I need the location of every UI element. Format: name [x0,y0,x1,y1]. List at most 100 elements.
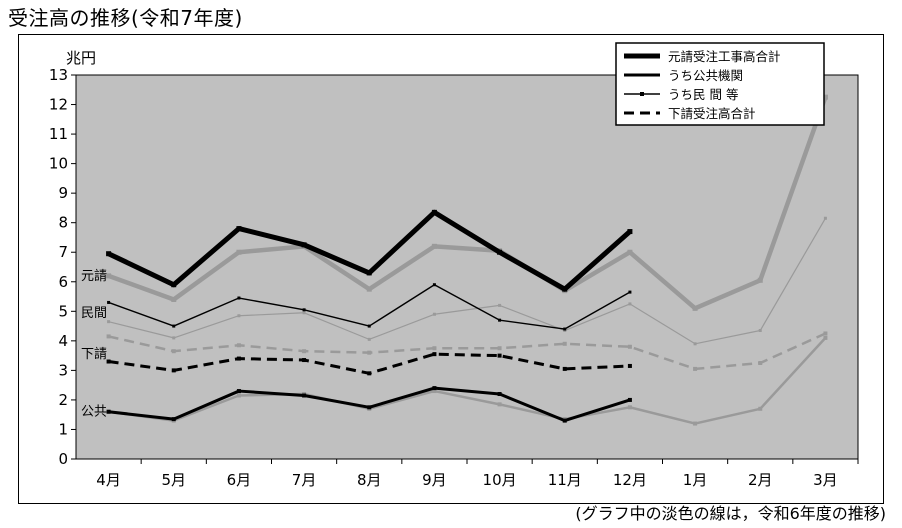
data-point [171,368,176,373]
data-point [432,283,436,287]
prev-year-point [367,350,372,355]
prev-year-point [562,341,567,346]
legend-label: うち民 間 等 [668,87,738,102]
data-point [172,324,176,328]
prev-year-point [693,421,698,426]
data-point [367,405,372,410]
data-point [171,417,176,422]
legend-label: 元請受注工事高合計 [668,49,781,64]
plot-area [75,74,859,460]
y-tick-label: 12 [49,96,68,114]
prev-year-point [302,349,307,354]
x-tick-label: 4月 [96,471,121,489]
x-tick-label: 8月 [357,471,382,489]
side-label: 下請 [81,347,107,362]
data-point [367,324,371,328]
data-point [497,392,502,397]
data-point [497,249,503,255]
footnote: (グラフ中の淡色の線は，令和6年度の推移) [575,504,886,523]
prev-year-point [693,342,697,346]
prev-year-point [693,366,698,371]
data-point [236,389,241,394]
prev-year-point [432,389,437,394]
data-point [498,318,502,322]
data-point [497,353,502,358]
y-tick-label: 5 [58,302,68,320]
prev-year-point [822,94,828,100]
chart-frame: 兆円 0 1 2 3 4 5 6 7 8 9 10 11 12 13 4月 5月 6月 7月 8月 9月 10月 11月 12… [18,34,884,504]
page-title: 受注高の推移(令和7年度) [8,6,243,30]
x-tick-label: 1月 [683,471,708,489]
data-point [431,209,437,215]
y-tick-label: 9 [58,184,68,202]
prev-year-point [497,346,502,351]
prev-year-point [627,405,632,410]
prev-year-point [758,406,763,411]
side-label: 民間 [81,306,107,321]
prev-year-point [432,346,437,351]
y-unit-label: 兆円 [66,49,96,67]
side-label: 公共 [81,405,107,420]
prev-year-point [106,273,112,279]
prev-year-line [108,337,827,425]
x-tick-label: 6月 [227,471,252,489]
prev-year-point [432,312,436,316]
series-layer [106,94,828,426]
data-point [301,242,307,248]
legend-label: 下請受注高合計 [668,106,756,121]
y-tick-label: 7 [58,243,68,261]
prev-year-point [757,277,763,283]
data-point [107,300,111,304]
prev-year-point [823,216,827,220]
y-tick-label: 4 [58,332,68,350]
x-tick-label: 12月 [613,471,647,489]
data-point [236,356,241,361]
prev-year-point [236,249,242,255]
prev-year-point [172,336,176,340]
prev-year-line [107,96,828,311]
legend-label: うち公共機関 [668,68,743,83]
prev-year-point [627,344,632,349]
data-point [106,359,111,364]
data-point [627,363,632,368]
y-tick-label: 1 [58,420,68,438]
x-tick-label: 10月 [483,471,517,489]
data-point [171,282,177,288]
data-point [106,251,112,257]
prev-year-point [171,296,177,302]
y-tick-label: 3 [58,361,68,379]
prev-year-point [498,303,502,307]
side-label: 元請 [81,269,107,284]
y-tick-label: 10 [49,155,68,173]
y-tick-label: 6 [58,273,68,291]
prev-year-point [628,302,632,306]
y-tick-label: 11 [49,125,68,143]
data-point [302,358,307,363]
prev-year-line [108,217,826,345]
prev-year-point [302,311,306,315]
prev-year-point [758,329,762,333]
data-point [432,386,437,391]
prev-year-point [692,305,698,311]
data-point [627,229,633,235]
data-point [302,393,307,398]
prev-year-point [627,249,633,255]
data-point [236,226,242,232]
legend-marker [640,92,644,96]
x-tick-label: 9月 [422,471,447,489]
data-point [562,366,567,371]
x-tick-label: 5月 [161,471,186,489]
data-point [432,352,437,357]
prev-year-point [237,314,241,318]
prev-year-point [236,393,241,398]
prev-year-point [107,320,111,324]
prev-year-point [823,331,828,336]
data-point [367,371,372,376]
data-point [366,270,372,276]
data-point [627,397,632,402]
data-point [628,290,632,294]
prev-year-point [823,335,828,340]
prev-year-point [366,286,372,292]
